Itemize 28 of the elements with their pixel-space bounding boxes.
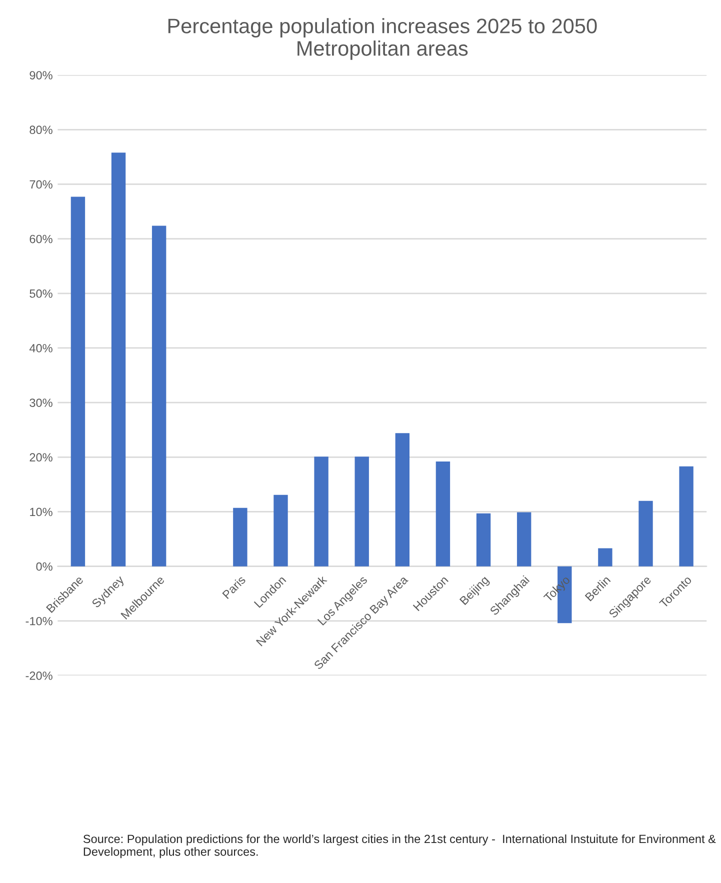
bar	[476, 513, 491, 566]
source-note: Source: Population predictions for the world’s largest cities in the 21st century - International Instuitute for Environment & Development, plus other sources.	[83, 834, 716, 858]
chart-title: Percentage population increases 2025 to 2050 Metropolitan areas	[168, 18, 597, 60]
bar	[152, 226, 166, 566]
bar	[395, 433, 410, 566]
bar	[70, 196, 86, 566]
bar	[233, 508, 248, 566]
bar	[516, 512, 532, 566]
y-tick-label: 0%	[36, 562, 52, 571]
y-tick-label: -20%	[26, 672, 52, 680]
y-tick-label: 70%	[30, 180, 52, 189]
y-tick-label: 90%	[30, 71, 52, 80]
y-tick-label: 20%	[30, 453, 52, 462]
y-tick-label: 50%	[30, 289, 52, 298]
y-tick-label: 80%	[30, 126, 52, 134]
bar	[436, 462, 450, 566]
bar	[111, 152, 126, 566]
bar	[679, 466, 694, 566]
y-tick-label: 10%	[30, 508, 52, 516]
bar	[638, 500, 653, 566]
y-tick-label: 40%	[29, 344, 52, 352]
bar	[354, 456, 369, 566]
bar	[274, 494, 288, 566]
y-tick-label: 30%	[30, 398, 52, 407]
y-tick-label: 60%	[30, 234, 52, 244]
bar	[598, 548, 612, 566]
bar	[314, 456, 328, 566]
y-tick-label: -10%	[26, 616, 52, 626]
